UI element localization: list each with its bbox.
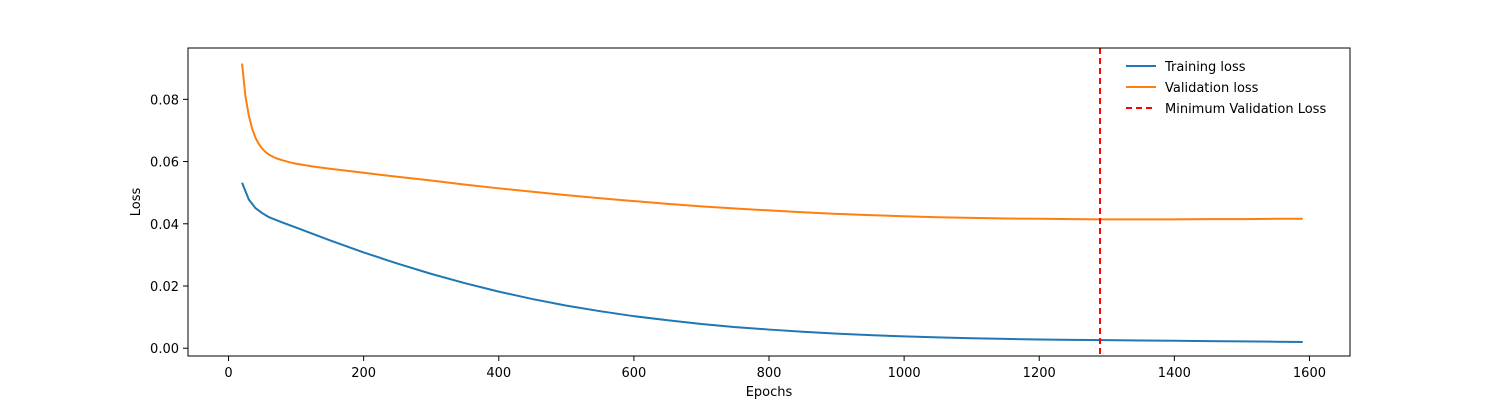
x-tick-label: 1000 xyxy=(888,366,921,381)
x-tick-label: 200 xyxy=(351,366,376,381)
plot-area xyxy=(241,48,1303,356)
legend-item-training: Training loss xyxy=(1126,60,1246,75)
y-tick-label: 0.02 xyxy=(150,280,179,295)
y-tick-label: 0.08 xyxy=(150,93,179,108)
x-tick-label: 800 xyxy=(757,366,782,381)
x-tick-label: 400 xyxy=(486,366,511,381)
x-axis-label: Epochs xyxy=(746,385,793,400)
legend-label-training: Training loss xyxy=(1164,60,1246,75)
y-tick-label: 0.04 xyxy=(150,218,179,233)
legend-label-min-val: Minimum Validation Loss xyxy=(1165,102,1326,117)
series-layer xyxy=(241,63,1303,343)
x-tick-label: 0 xyxy=(224,366,232,381)
x-axis-ticks: 0 200 400 600 800 1000 1200 1400 1600 xyxy=(224,356,1326,381)
series-line-validation-loss xyxy=(241,63,1303,221)
x-tick-label: 1400 xyxy=(1158,366,1191,381)
y-tick-label: 0.06 xyxy=(150,156,179,171)
series-line-training-loss xyxy=(241,182,1303,343)
y-axis-ticks: 0.00 0.02 0.04 0.06 0.08 xyxy=(150,93,188,357)
legend-item-min-val: Minimum Validation Loss xyxy=(1126,102,1326,117)
legend: Training loss Validation loss Minimum Va… xyxy=(1126,60,1326,117)
y-tick-label: 0.00 xyxy=(150,342,179,357)
x-tick-label: 600 xyxy=(621,366,646,381)
x-tick-label: 1200 xyxy=(1023,366,1056,381)
y-axis-label: Loss xyxy=(129,188,144,217)
legend-label-validation: Validation loss xyxy=(1165,81,1259,96)
x-tick-label: 1600 xyxy=(1293,366,1326,381)
legend-item-validation: Validation loss xyxy=(1126,81,1259,96)
